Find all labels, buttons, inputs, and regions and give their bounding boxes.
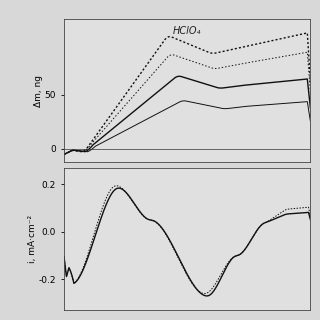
Y-axis label: Δm, ng: Δm, ng <box>34 75 43 107</box>
Text: HClO₄: HClO₄ <box>173 26 201 36</box>
Y-axis label: i, mA·cm⁻²: i, mA·cm⁻² <box>28 215 37 263</box>
